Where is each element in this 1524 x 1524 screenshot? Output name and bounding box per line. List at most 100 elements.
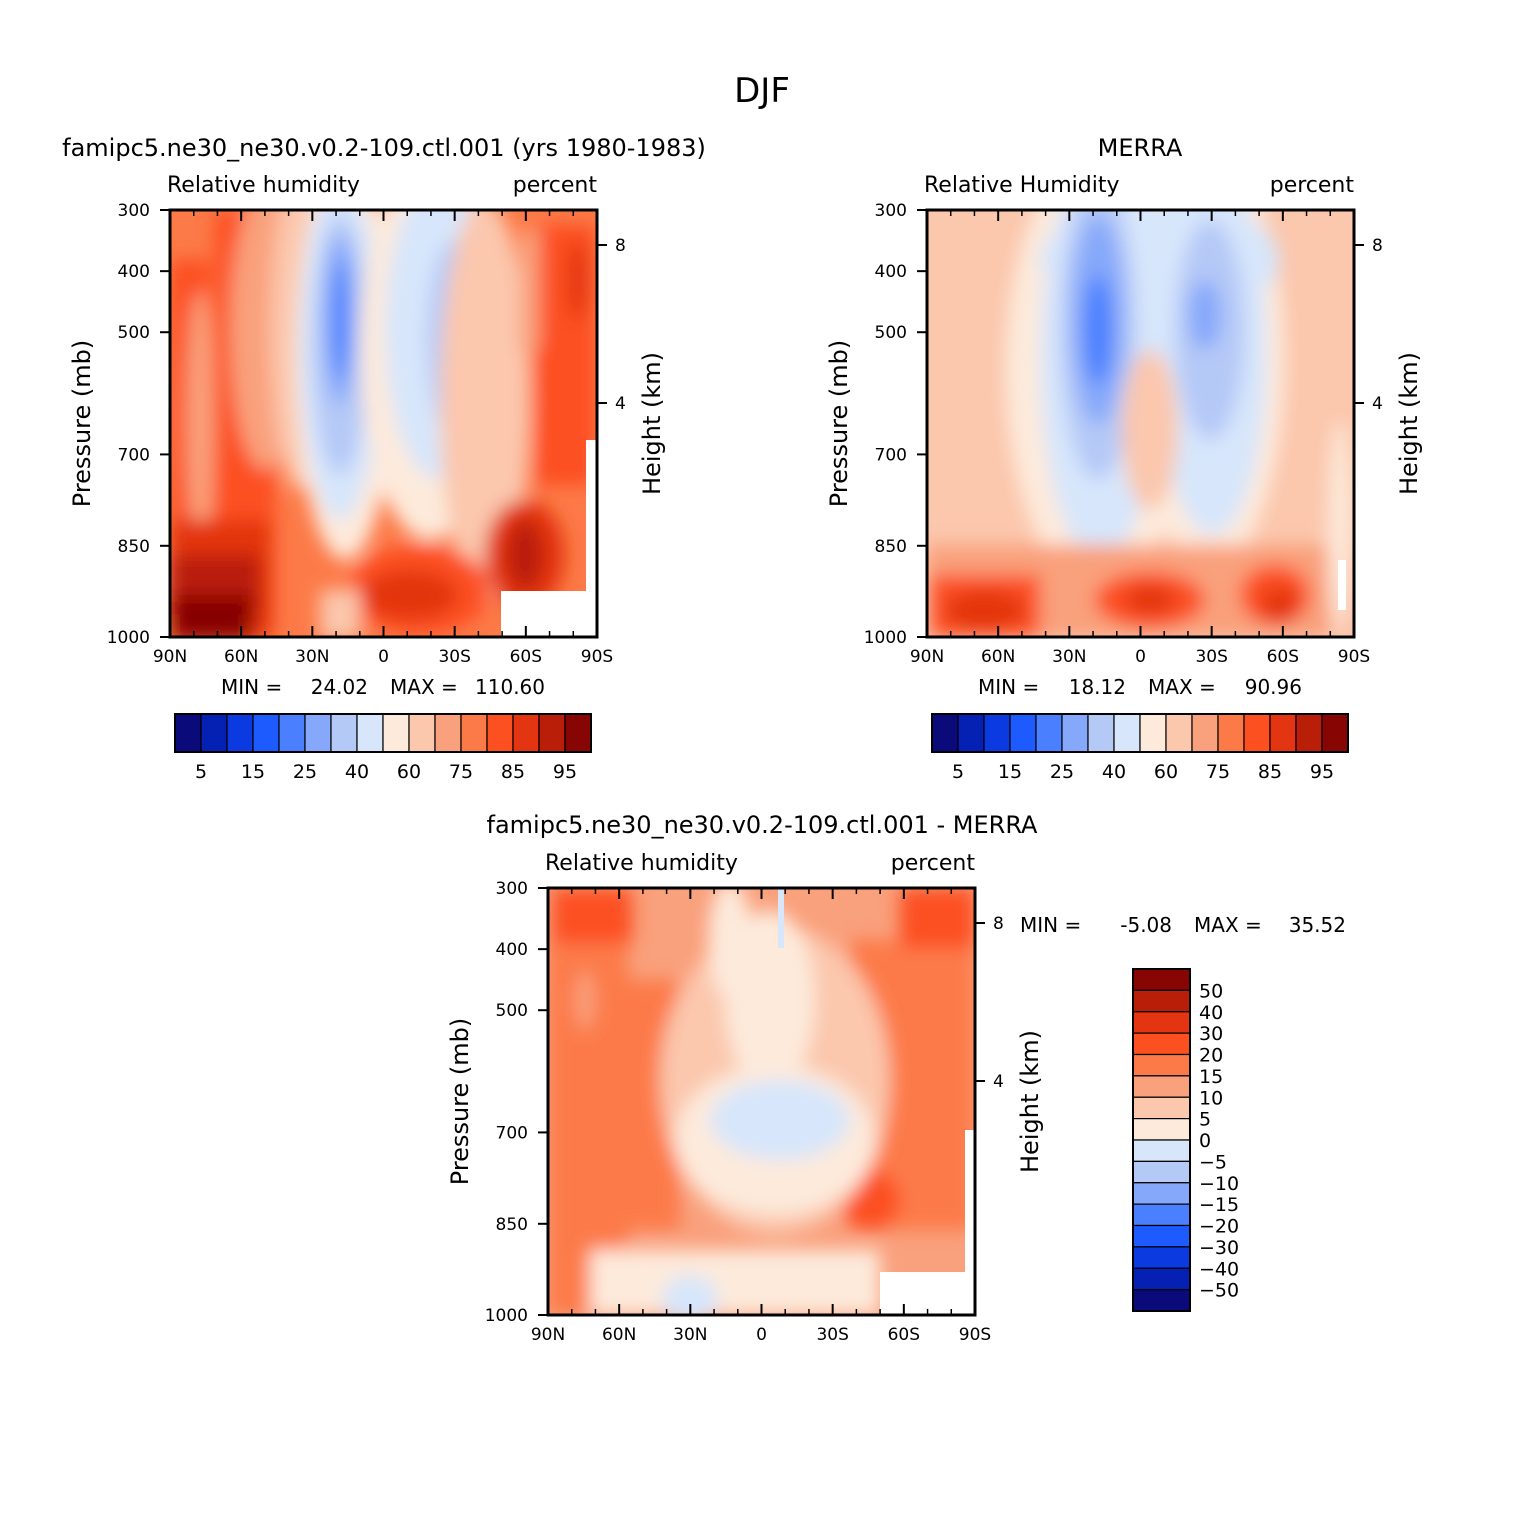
panel-diff-min-value: -5.08 xyxy=(1120,913,1172,937)
colorbar-label: 25 xyxy=(293,761,317,783)
y-tick-label-obs: 500 xyxy=(875,323,907,343)
y-right-tick-label-model: 8 xyxy=(615,236,626,256)
panel-diff-min-label: MIN = xyxy=(1020,913,1081,937)
colorbar-label: 5 xyxy=(952,761,964,783)
colorbar-swatch xyxy=(1132,1289,1191,1312)
colorbar-label: −10 xyxy=(1199,1173,1239,1195)
x-tick-label-diff: 90S xyxy=(959,1325,991,1345)
x-tick-label-model: 30N xyxy=(295,647,329,667)
colorbar-swatch xyxy=(1139,713,1167,753)
colorbar-frame xyxy=(174,713,592,753)
panel-model-min-value: 24.02 xyxy=(311,675,368,699)
panel-obs: MERRA Relative Humidity percent xyxy=(924,134,1356,639)
colorbar-label: 20 xyxy=(1199,1045,1223,1067)
y-right-tick-label-diff: 4 xyxy=(993,1072,1004,1092)
y-right-tick-label-obs: 8 xyxy=(1372,236,1383,256)
x-tick-label-diff: 90N xyxy=(531,1325,565,1345)
colorbar-swatch xyxy=(1132,1160,1191,1184)
colorbar-swatch xyxy=(304,713,332,753)
panel-obs-min-label: MIN = xyxy=(978,675,1039,699)
colorbar-swatch xyxy=(1132,989,1191,1013)
colorbar-swatch xyxy=(1132,1246,1191,1269)
colorbar-swatch xyxy=(1061,713,1089,753)
panel-diff: famipc5.ne30_ne30.v0.2-109.ctl.001 - MER… xyxy=(487,811,1346,1317)
panel-model-variable-label: Relative humidity xyxy=(167,173,360,198)
panel-diff-max-value: 35.52 xyxy=(1289,913,1346,937)
colorbar-swatch xyxy=(1269,713,1297,753)
colorbar-swatch xyxy=(1132,1053,1191,1077)
y-tick-label-model: 1000 xyxy=(107,628,150,648)
x-tick-label-diff: 30S xyxy=(816,1325,848,1345)
y-tick-label-obs: 700 xyxy=(875,445,907,465)
colorbar-swatch xyxy=(1132,1032,1191,1056)
colorbar-label: −50 xyxy=(1199,1280,1239,1302)
x-tick-label-obs: 60S xyxy=(1267,647,1299,667)
panel-model-max-label: MAX = xyxy=(390,675,458,699)
x-tick-label-model: 60N xyxy=(224,647,258,667)
colorbar-label: 95 xyxy=(553,761,577,783)
colorbar-swatch xyxy=(1132,1267,1191,1291)
colorbar-swatch xyxy=(1132,1118,1191,1141)
x-tick-label-obs: 90N xyxy=(910,647,944,667)
x-tick-label-diff: 0 xyxy=(756,1325,767,1345)
colorbar-swatch xyxy=(931,713,959,753)
colorbar-swatch xyxy=(1132,1139,1191,1162)
y-tick-label-diff: 300 xyxy=(496,879,528,899)
colorbar-swatch xyxy=(356,713,384,753)
colorbar-swatch xyxy=(200,713,228,753)
colorbar-swatch xyxy=(174,713,202,753)
colorbar-label: 50 xyxy=(1199,980,1223,1002)
colorbar-layer: 5 15 25 40 60 75 85 95 5 15 25 40 60 75 85 955040302015… xyxy=(174,713,1349,1312)
colorbar-label: 60 xyxy=(1154,761,1178,783)
x-tick-label-diff: 30N xyxy=(673,1325,707,1345)
figure-title: DJF xyxy=(734,71,790,111)
colorbar-swatch xyxy=(278,713,306,753)
colorbar-swatch xyxy=(1321,713,1349,753)
colorbar-swatch xyxy=(1132,1096,1191,1120)
y-tick-label-diff: 500 xyxy=(496,1001,528,1021)
colorbar-swatch xyxy=(460,713,488,753)
x-tick-label-model: 90N xyxy=(153,647,187,667)
y-right-axis-title-diff: Height (km) xyxy=(1016,1030,1044,1173)
colorbar-label: −40 xyxy=(1199,1258,1239,1280)
colorbar-label: 0 xyxy=(1199,1130,1211,1152)
colorbar-swatch xyxy=(434,713,462,753)
colorbar-swatch xyxy=(1087,713,1115,753)
axes-layer: 90N 60N 30N 0 30S 60S 90S300400500700850100084… xyxy=(68,201,1423,1345)
colorbar-swatch xyxy=(1132,968,1191,991)
colorbar-label: 40 xyxy=(1199,1002,1223,1024)
colorbar-label: 5 xyxy=(1199,1109,1211,1131)
panel-obs-units-label: percent xyxy=(1270,173,1355,198)
colorbar-label: 5 xyxy=(195,761,207,783)
colorbar-swatch xyxy=(1009,713,1037,753)
x-tick-label-model: 60S xyxy=(510,647,542,667)
colorbar-label: −5 xyxy=(1199,1151,1227,1173)
axes-model: 90N 60N 30N 0 30S 60S 90S 300 400 500 700 850 1000 8 4… xyxy=(68,201,666,667)
y-axis-title-obs: Pressure (mb) xyxy=(825,340,853,507)
colorbar-swatch xyxy=(564,713,592,753)
x-tick-label-obs: 90S xyxy=(1338,647,1370,667)
colorbar-label: −20 xyxy=(1199,1216,1239,1238)
colorbar-label: 40 xyxy=(1102,761,1126,783)
y-right-axis-title-obs: Height (km) xyxy=(1395,352,1423,495)
panel-model-max-value: 110.60 xyxy=(475,675,545,699)
colorbar-swatch xyxy=(957,713,985,753)
y-tick-label-model: 300 xyxy=(118,201,150,221)
y-tick-label-obs: 850 xyxy=(875,537,907,557)
x-tick-label-model: 90S xyxy=(581,647,613,667)
panel-obs-max-value: 90.96 xyxy=(1245,675,1302,699)
y-axis-title-model: Pressure (mb) xyxy=(68,340,96,507)
colorbar-label: 85 xyxy=(1258,761,1282,783)
colorbar-swatch xyxy=(330,713,358,753)
panel-obs-title: MERRA xyxy=(1098,134,1183,162)
colorbar-swatch xyxy=(1132,1182,1191,1205)
panel-obs-field xyxy=(927,210,1354,637)
y-right-tick-label-model: 4 xyxy=(615,394,626,414)
colorbar-swatch xyxy=(1295,713,1323,753)
panel-model-min-label: MIN = xyxy=(221,675,282,699)
colorbar-swatch xyxy=(1132,1075,1191,1098)
y-tick-label-diff: 700 xyxy=(496,1123,528,1143)
axes-obs: 90N 60N 30N 0 30S 60S 90S 300 400 500 700 850 1000 8 4… xyxy=(825,201,1423,667)
